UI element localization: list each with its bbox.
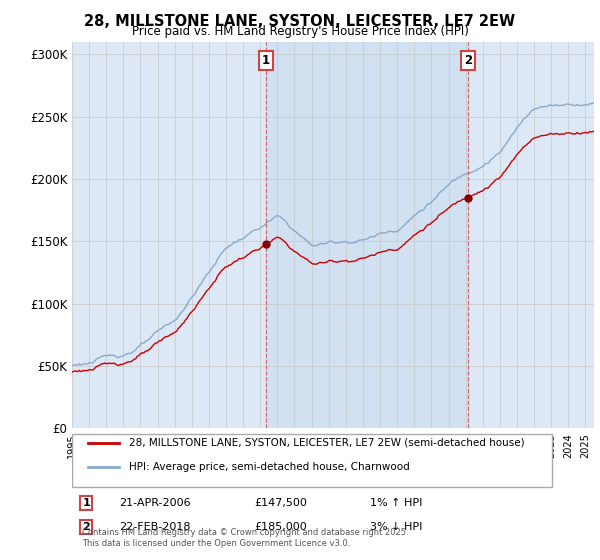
Text: 28, MILLSTONE LANE, SYSTON, LEICESTER, LE7 2EW (semi-detached house): 28, MILLSTONE LANE, SYSTON, LEICESTER, L… xyxy=(130,437,525,447)
Text: 2: 2 xyxy=(464,54,472,67)
Text: 3% ↓ HPI: 3% ↓ HPI xyxy=(370,522,422,532)
Text: 22-FEB-2018: 22-FEB-2018 xyxy=(119,522,190,532)
Text: HPI: Average price, semi-detached house, Charnwood: HPI: Average price, semi-detached house,… xyxy=(130,462,410,472)
Text: Price paid vs. HM Land Registry's House Price Index (HPI): Price paid vs. HM Land Registry's House … xyxy=(131,25,469,38)
Text: 1% ↑ HPI: 1% ↑ HPI xyxy=(370,498,422,508)
Text: 1: 1 xyxy=(82,498,90,508)
Text: £185,000: £185,000 xyxy=(254,522,307,532)
Text: 21-APR-2006: 21-APR-2006 xyxy=(119,498,191,508)
FancyBboxPatch shape xyxy=(72,434,552,487)
Text: 2: 2 xyxy=(82,522,90,532)
Bar xyxy=(266,42,468,428)
Text: 1: 1 xyxy=(262,54,269,67)
Text: Contains HM Land Registry data © Crown copyright and database right 2025.
This d: Contains HM Land Registry data © Crown c… xyxy=(82,528,409,548)
Text: 28, MILLSTONE LANE, SYSTON, LEICESTER, LE7 2EW: 28, MILLSTONE LANE, SYSTON, LEICESTER, L… xyxy=(85,14,515,29)
Text: £147,500: £147,500 xyxy=(254,498,308,508)
